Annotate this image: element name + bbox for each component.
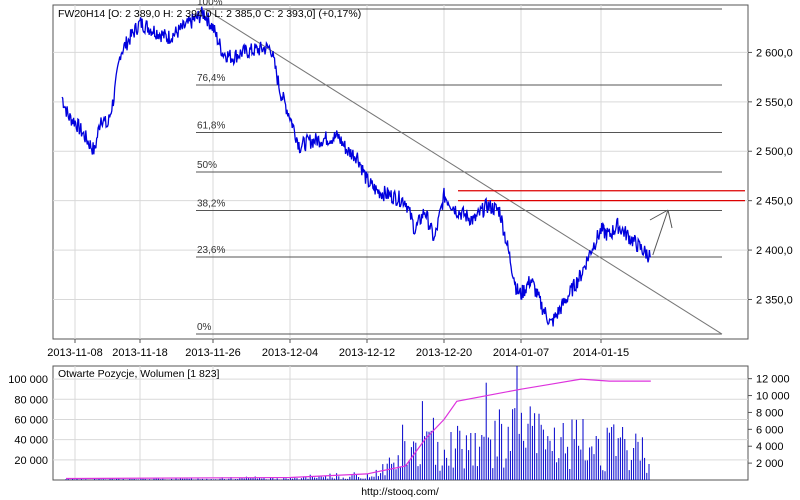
- right-tick-label: 10 000: [756, 391, 790, 403]
- volume-chart-frame: [52, 365, 749, 481]
- resistance-lines: [458, 190, 745, 202]
- fib-level-label: 100%: [197, 0, 223, 8]
- projection-arrow: [649, 209, 673, 256]
- fib-level-label: 61,8%: [197, 120, 225, 131]
- x-tick-label: 2013-12-12: [339, 347, 395, 359]
- fib-level-label: 50%: [197, 160, 217, 171]
- right-tick-label: 8 000: [756, 407, 784, 419]
- y-tick-label: 2 600,0: [756, 47, 793, 59]
- price-chart[interactable]: 0% 23,6% 38,2% 50% 61,8% 76,4% 100% 2013-11-08…: [47, 0, 792, 359]
- arrow-head-right: [667, 209, 673, 229]
- volume-bars: [65, 366, 650, 480]
- fib-level-label: 38,2%: [197, 199, 225, 210]
- trend-line: [204, 8, 723, 335]
- volume-grid: [53, 366, 748, 480]
- left-tick-label: 60 000: [14, 414, 48, 426]
- y-tick-label: 2 550,0: [756, 97, 793, 109]
- price-series: [61, 6, 651, 327]
- right-tick-label: 4 000: [756, 441, 784, 453]
- x-tick-label: 2013-12-20: [416, 347, 472, 359]
- x-tick-label: 2013-11-26: [185, 347, 240, 359]
- volume-title: Otwarte Pozycje, Wolumen [1 823]: [58, 368, 220, 380]
- right-axis-ticks: 12 000 10 000 8 000 6 000 4 000 2 000: [748, 374, 790, 470]
- y-tick-label: 2 500,0: [756, 146, 793, 158]
- arrow-shaft: [652, 209, 669, 256]
- y-tick-label: 2 350,0: [756, 294, 793, 306]
- left-tick-label: 20 000: [14, 455, 48, 467]
- x-tick-label: 2013-12-04: [262, 347, 318, 359]
- left-tick-label: 80 000: [14, 394, 48, 406]
- left-tick-label: 100 000: [8, 374, 48, 386]
- x-axis-ticks: 2013-11-08 2013-11-18 2013-11-26 2013-12-04…: [47, 339, 629, 359]
- volume-chart[interactable]: 100 000 80 000 60 000 40 000 20 000 12 000 10…: [8, 365, 790, 481]
- left-tick-label: 40 000: [14, 435, 48, 447]
- price-line: [61, 6, 651, 327]
- y-tick-label: 2 450,0: [756, 196, 793, 208]
- right-tick-label: 2 000: [756, 458, 784, 470]
- y-tick-label: 2 400,0: [756, 245, 793, 257]
- fib-level-label: 76,4%: [197, 73, 225, 84]
- x-tick-label: 2014-01-15: [573, 347, 629, 359]
- fib-level-label: 23,6%: [197, 245, 225, 256]
- fib-level-label: 0%: [197, 322, 212, 333]
- left-axis-ticks: 100 000 80 000 60 000 40 000 20 000: [8, 374, 48, 467]
- open-interest-line: [66, 378, 651, 480]
- right-tick-label: 6 000: [756, 424, 784, 436]
- arrow-head-left: [649, 209, 669, 221]
- chart-title: FW20H14 [O: 2 389,0 H: 2 394,0 L: 2 385,…: [58, 8, 361, 20]
- x-tick-label: 2013-11-08: [47, 347, 102, 359]
- x-tick-label: 2013-11-18: [112, 347, 167, 359]
- footer-url[interactable]: http://stooq.com/: [361, 486, 439, 498]
- x-tick-label: 2014-01-07: [493, 347, 549, 359]
- right-tick-label: 12 000: [756, 374, 790, 386]
- y-axis-ticks: 2 600,0 2 550,0 2 500,0 2 450,0 2 400,0 2 350…: [748, 47, 793, 306]
